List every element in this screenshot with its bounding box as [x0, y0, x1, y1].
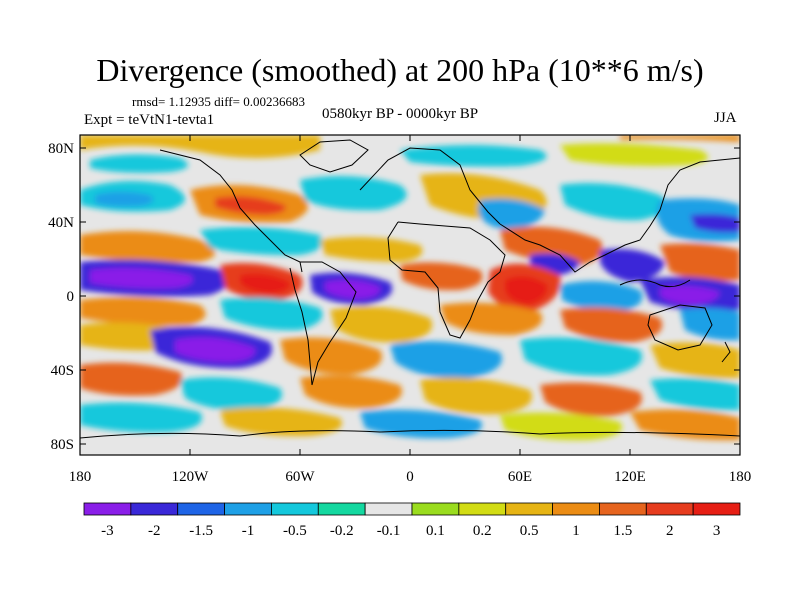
- colorbar-swatch: [177, 502, 225, 516]
- colorbar-label: 0.1: [426, 523, 445, 539]
- colorbar-swatch: [364, 502, 413, 516]
- australia-coast: [647, 304, 713, 351]
- colorbar-label: 1.5: [613, 523, 632, 539]
- colorbar-label: 3: [713, 523, 721, 539]
- colorbar-label: -0.2: [330, 523, 354, 539]
- lon-tick-label: 180: [69, 469, 92, 485]
- europe-coast: [359, 147, 501, 225]
- colorbar-swatch: [411, 502, 460, 516]
- colorbar-label: 0.2: [473, 523, 492, 539]
- colorbar-swatch: [692, 502, 741, 516]
- colorbar-swatch: [505, 502, 553, 516]
- longitude-axis: 180 120W 60W 0 60E 120E 180: [69, 135, 752, 485]
- colorbar-label: 1: [572, 523, 580, 539]
- lon-tick-label: 180: [729, 469, 752, 485]
- south-america-west-coast: [289, 267, 313, 386]
- colorbar-swatch: [645, 502, 694, 516]
- season-label: JJA: [714, 110, 737, 126]
- colorbar: -3 -2 -1.5 -1 -0.5 -0.2 -0.1 0.1 0.2 0.5 1 1.5 2 3: [83, 502, 741, 539]
- colorbar-label: -0.5: [283, 523, 307, 539]
- colorbar-label: 0.5: [520, 523, 539, 539]
- divergence-field: [80, 135, 740, 441]
- greenland-coast: [299, 139, 369, 173]
- latitude-axis: 80N 40N 0 40S 80S: [48, 141, 740, 453]
- colorbar-swatch: [83, 502, 132, 516]
- lon-tick-label: 60E: [508, 469, 532, 485]
- stats-text: rmsd= 1.12935 diff= 0.00236683: [132, 94, 305, 109]
- lat-tick-label: 80N: [48, 141, 74, 157]
- colorbar-swatch: [599, 502, 647, 516]
- lon-tick-label: 0: [406, 469, 414, 485]
- colorbar-label: -2: [148, 523, 161, 539]
- lon-tick-label: 120W: [172, 469, 210, 485]
- north-america-coast: [159, 149, 303, 273]
- field-plot: [80, 135, 740, 455]
- experiment-label: Expt = teVtN1-tevta1: [84, 112, 215, 128]
- colorbar-swatch: [271, 502, 319, 516]
- colorbar-swatch: [130, 502, 179, 516]
- new-zealand-coast: [721, 341, 731, 363]
- africa-coast: [387, 221, 506, 339]
- asia-coast: [499, 157, 740, 273]
- lon-tick-label: 120E: [614, 469, 646, 485]
- period-label: 0580kyr BP - 0000kyr BP: [322, 106, 479, 122]
- colorbar-label: -1.5: [189, 523, 213, 539]
- colorbar-label: -3: [101, 523, 114, 539]
- colorbar-swatch: [224, 502, 272, 516]
- colorbar-swatch: [317, 502, 366, 516]
- coastlines: [80, 139, 740, 439]
- colorbar-label: 2: [666, 523, 674, 539]
- colorbar-swatch: [552, 502, 600, 516]
- lat-tick-label: 0: [67, 289, 75, 305]
- south-america-coast: [300, 261, 357, 386]
- lat-tick-label: 40S: [51, 363, 74, 379]
- antarctica-coast: [80, 429, 740, 439]
- lon-tick-label: 60W: [285, 469, 315, 485]
- plot-title: Divergence (smoothed) at 200 hPa (10**6 …: [96, 52, 704, 88]
- lat-tick-label: 80S: [51, 437, 74, 453]
- maritime-continent-coast: [619, 279, 691, 288]
- colorbar-swatch: [458, 502, 507, 516]
- colorbar-label: -0.1: [377, 523, 401, 539]
- colorbar-label: -1: [242, 523, 255, 539]
- lat-tick-label: 40N: [48, 215, 74, 231]
